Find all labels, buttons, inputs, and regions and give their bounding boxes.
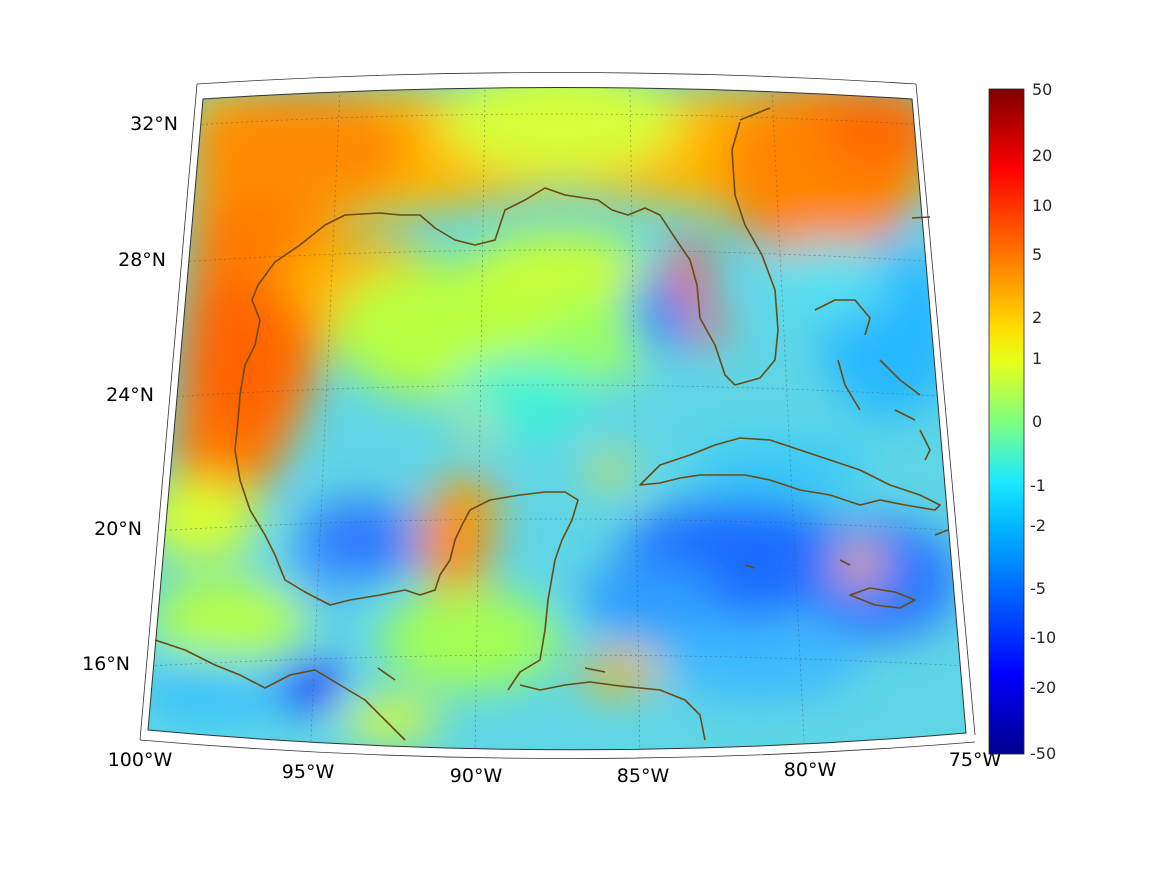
colorbar-tick-label: 10	[1032, 196, 1052, 215]
graticule	[149, 89, 966, 750]
colorbar-tick-label: 50	[1032, 80, 1052, 99]
lat-labels: 32°N 28°N 24°N 20°N 16°N	[82, 113, 178, 675]
colorbar-tick-label: -10	[1030, 628, 1056, 647]
colorbar-tick-label: -50	[1030, 744, 1056, 763]
colorbar-labels: 50 20 10 5 2 1 0 -1 -2 -5 -10 -20 -50	[1030, 80, 1056, 763]
field-layer	[148, 87, 966, 750]
lat-tick-label: 28°N	[118, 249, 166, 271]
lat-tick-label: 32°N	[130, 113, 178, 135]
lat-tick-label: 16°N	[82, 653, 130, 675]
lon-labels: 100°W 95°W 90°W 85°W 80°W 75°W	[108, 749, 1002, 787]
colorbar-tick-label: -2	[1030, 516, 1046, 535]
lon-tick-label: 95°W	[282, 761, 335, 783]
colorbar-tick-label: 5	[1032, 245, 1042, 264]
colorbar-tick-label: 20	[1032, 146, 1052, 165]
lon-tick-label: 100°W	[108, 749, 173, 771]
lon-tick-label: 80°W	[784, 759, 837, 781]
map-frame	[139, 72, 976, 759]
colorbar-tick-label: -5	[1030, 579, 1046, 598]
lat-tick-label: 24°N	[106, 384, 154, 406]
coastlines	[154, 107, 949, 741]
lon-tick-label: 85°W	[617, 765, 670, 787]
colorbar-tick-label: 0	[1032, 412, 1042, 431]
colorbar-tick-label: -1	[1030, 476, 1046, 495]
colorbar: 50 20 10 5 2 1 0 -1 -2 -5 -10 -20 -50	[988, 80, 1056, 763]
colorbar-gradient	[988, 88, 1025, 755]
colorbar-tick-label: -20	[1030, 678, 1056, 697]
colorbar-tick-label: 2	[1032, 308, 1042, 327]
colorbar-tick-label: 1	[1032, 349, 1042, 368]
lat-tick-label: 20°N	[94, 518, 142, 540]
lon-tick-label: 90°W	[450, 765, 503, 787]
lon-tick-label: 75°W	[949, 749, 1002, 771]
